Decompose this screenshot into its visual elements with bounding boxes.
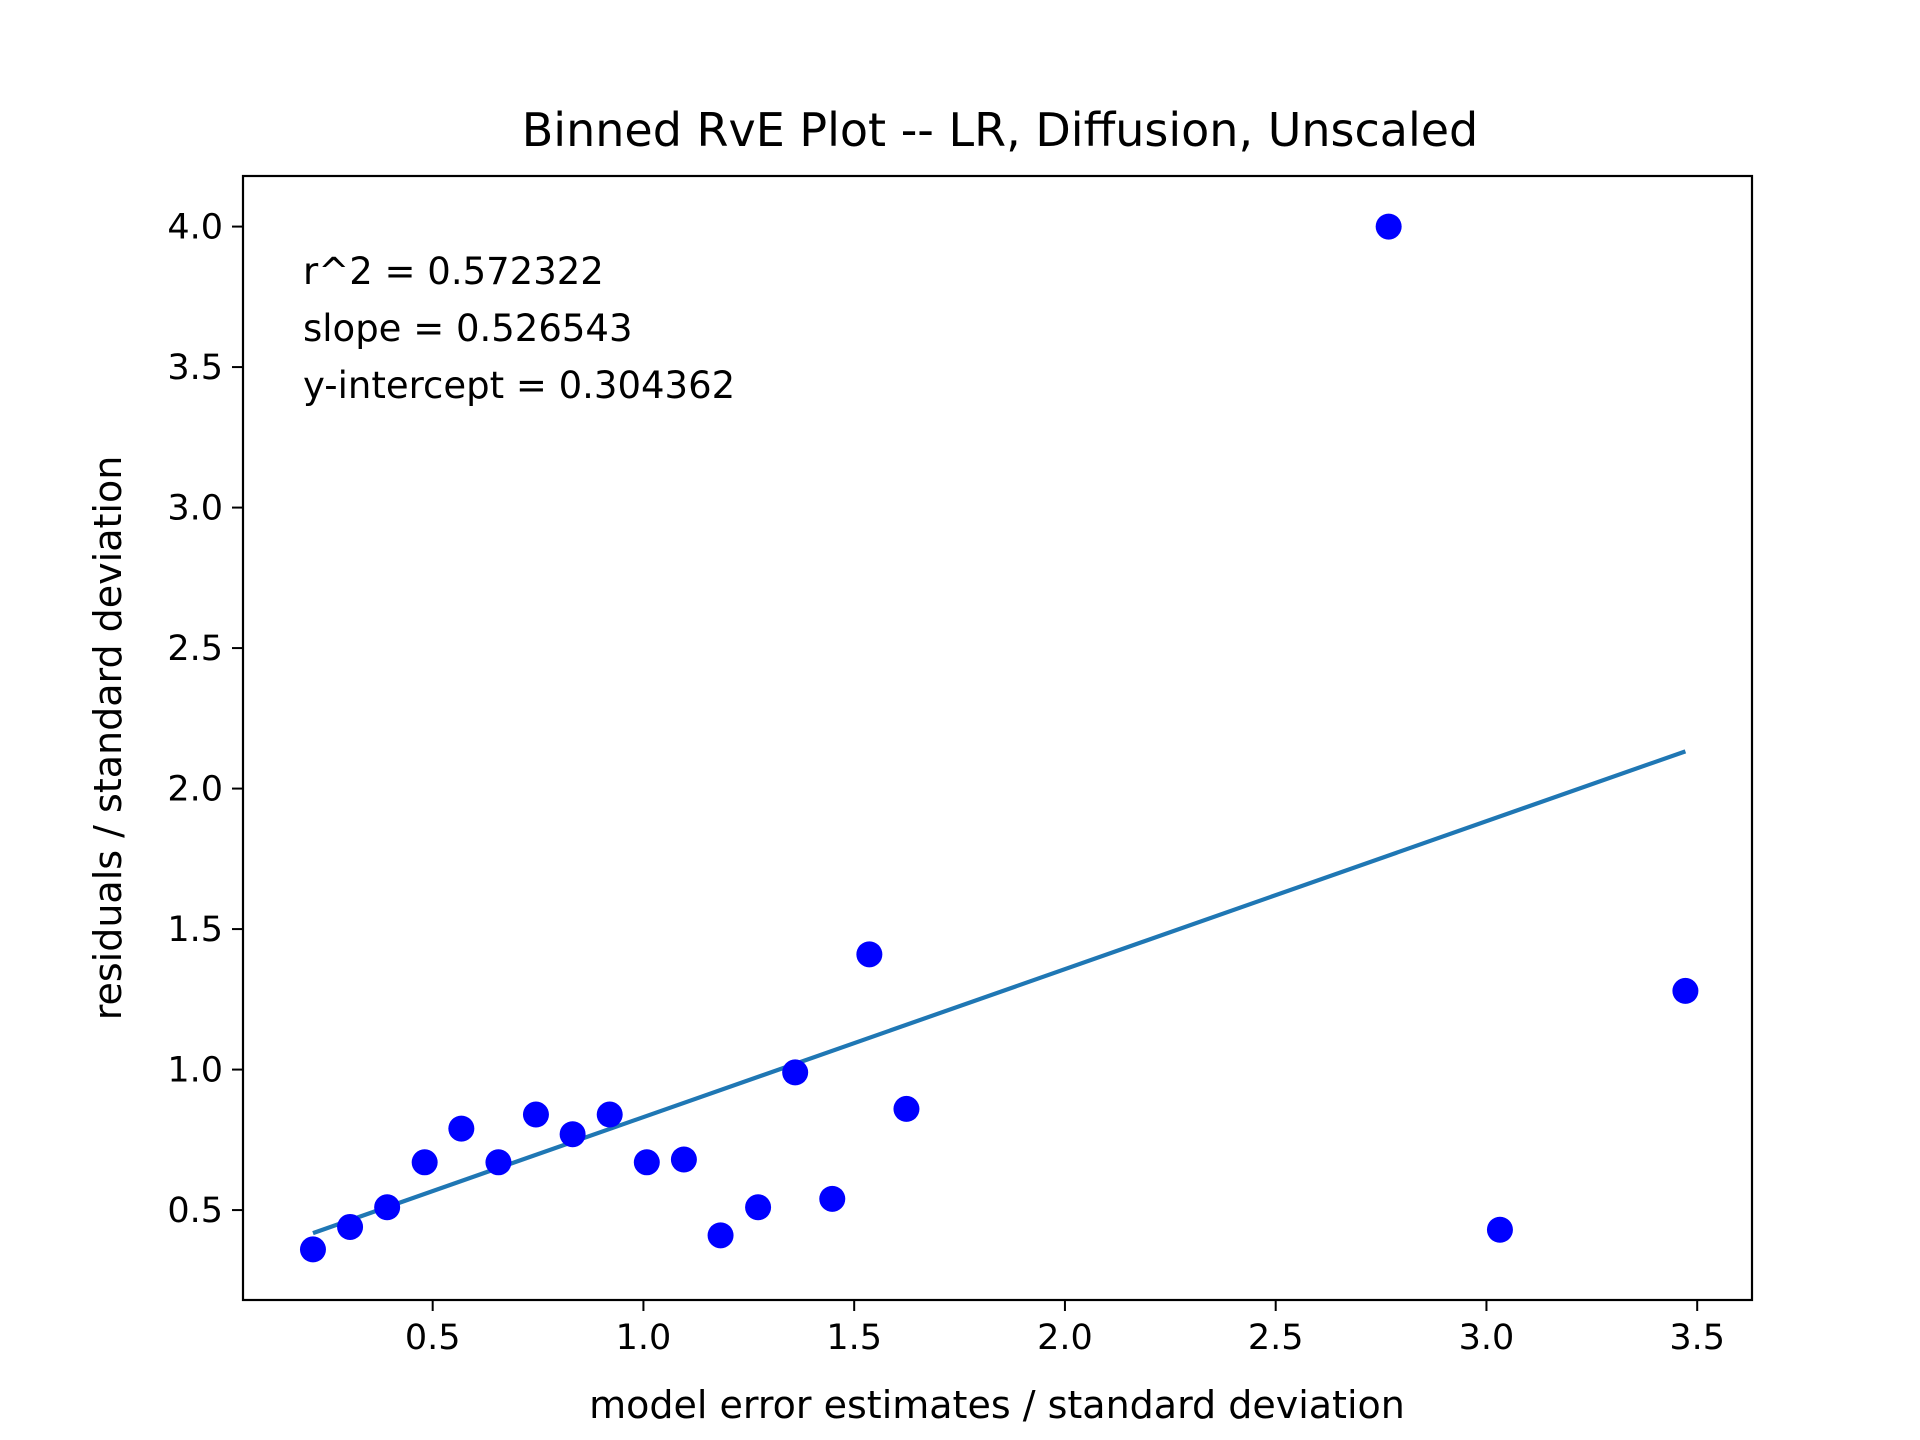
x-tick-label: 2.0 [1037,1318,1093,1358]
data-point-10 [633,1149,660,1176]
data-point-19 [1486,1216,1513,1243]
data-point-6 [485,1149,512,1176]
x-tick-label: 1.0 [616,1318,672,1358]
y-tick-label: 3.0 [167,489,223,529]
y-tick-label: 2.5 [167,629,223,669]
y-tick-label: 1.5 [167,910,223,950]
data-point-14 [782,1059,809,1086]
data-point-12 [707,1222,734,1249]
data-point-3 [374,1194,401,1221]
stats-annotation-3: y-intercept = 0.304362 [303,364,735,407]
y-tick-label: 2.0 [167,770,223,810]
x-tick-label: 3.5 [1669,1318,1725,1358]
x-tick-label: 3.0 [1459,1318,1515,1358]
data-point-18 [1375,213,1402,240]
x-tick-label: 2.5 [1248,1318,1304,1358]
plot-area [299,213,1699,1263]
data-point-16 [856,941,883,968]
chart-title: Binned RvE Plot -- LR, Diffusion, Unscal… [522,103,1479,157]
axis-ticks: 0.5 1.0 1.5 2.0 2.5 3.0 3.5 0.5 1.0 1.5 2.0 2.5 3.0 3… [167,208,1725,1358]
data-point-8 [559,1121,586,1148]
data-point-1 [299,1236,326,1263]
data-point-5 [448,1115,475,1142]
x-tick-label: 0.5 [405,1318,461,1358]
x-axis-label: model error estimates / standard deviati… [589,1383,1405,1427]
data-point-4 [411,1149,438,1176]
data-point-2 [337,1213,364,1240]
y-tick-label: 4.0 [167,208,223,248]
stats-annotation-2: slope = 0.526543 [303,307,633,350]
axes-frame [241,174,1754,1302]
x-tick-label: 1.5 [826,1318,882,1358]
regression-line [312,749,1687,1236]
annotations: r^2 = 0.572322 slope = 0.526543 y-intercep… [303,250,735,407]
data-point-20 [1672,977,1699,1004]
data-point-7 [522,1101,549,1128]
data-point-11 [670,1146,697,1173]
data-point-15 [819,1185,846,1212]
stats-annotation-1: r^2 = 0.572322 [303,250,604,293]
y-tick-label: 3.5 [167,348,223,388]
y-tick-label: 1.0 [167,1051,223,1091]
data-point-17 [893,1095,920,1122]
y-axis-label: residuals / standard deviation [86,456,130,1021]
y-tick-label: 0.5 [167,1191,223,1231]
data-point-9 [596,1101,623,1128]
data-point-13 [745,1194,772,1221]
